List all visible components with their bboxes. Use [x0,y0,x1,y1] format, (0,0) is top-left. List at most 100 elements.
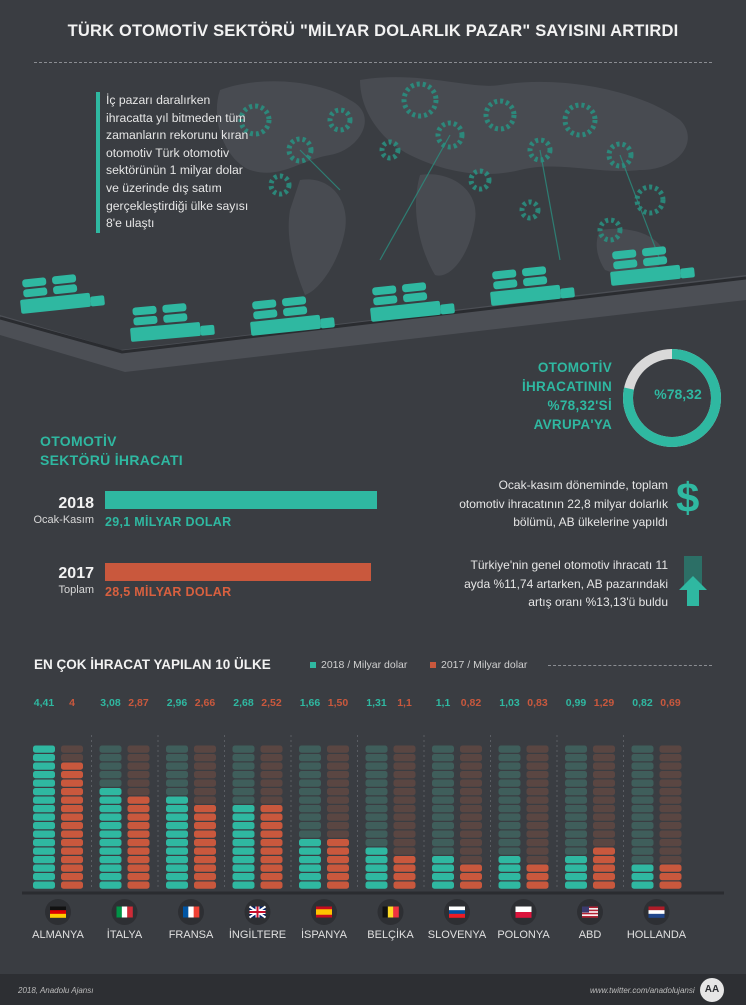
value-label-2017: 1,29 [594,697,615,709]
car-icon [194,881,216,889]
car-icon [393,839,416,847]
netherlands-flag-icon [648,906,665,918]
car-icon [365,881,388,889]
spain-flag-icon [316,906,332,918]
car-icon [498,771,521,779]
value-label-2017: 0,82 [461,697,482,709]
car-icon [166,771,188,779]
export-value-2017: 28,5 MİLYAR DOLAR [105,585,232,599]
car-icon [659,830,682,838]
car-icon [460,771,482,779]
country-label: POLONYA [497,929,550,941]
car-icon [631,788,654,796]
country-label: İSPANYA [301,928,348,941]
car-icon [393,847,416,855]
car-icon [194,839,216,847]
car-icon [299,805,321,813]
usa-flag-icon [582,906,598,918]
car-icon [61,796,83,804]
car-icon [526,873,549,881]
car-icon [232,873,255,881]
car-icon [99,864,122,872]
car-icon [127,805,150,813]
car-icon [260,822,283,830]
country-label: İTALYA [107,928,143,941]
car-icon [526,771,549,779]
car-icon [393,771,416,779]
car-icon [33,847,55,855]
car-icon [232,822,255,830]
car-icon [127,762,150,770]
europe-share-percent: %78,32 [654,386,702,402]
car-icon [432,779,454,787]
car-icon [194,788,216,796]
car-icon [127,779,150,787]
bar-2018 [565,745,587,889]
car-icon [631,856,654,864]
car-icon [460,830,482,838]
car-icon [33,873,55,881]
car-icon [194,771,216,779]
car-icon [432,839,454,847]
car-icon [631,796,654,804]
car-icon [565,830,587,838]
car-icon [460,745,482,753]
car-icon [498,822,521,830]
car-icon [166,830,188,838]
country-label: BELÇİKA [367,928,414,941]
car-icon [127,754,150,762]
car-icon [99,873,122,881]
car-icon [593,762,615,770]
car-icon [498,847,521,855]
car-icon [166,796,188,804]
value-label-2017: 0,83 [527,697,548,709]
car-icon [593,745,615,753]
car-icon [260,762,283,770]
car-icon [432,813,454,821]
car-icon [631,762,654,770]
country-label: FRANSA [169,929,214,941]
car-icon [299,839,321,847]
car-icon [460,796,482,804]
car-icon [260,771,283,779]
france-flag-icon [183,906,200,918]
car-icon [365,796,388,804]
car-icon [393,830,416,838]
car-icon [260,813,283,821]
car-icon [61,873,83,881]
car-icon [99,788,122,796]
car-icon [166,881,188,889]
value-label-2018: 1,1 [436,697,451,709]
export-bar-2017 [105,563,372,581]
car-icon [526,805,549,813]
car-icon [33,762,55,770]
country-label: ABD [579,929,602,941]
dollar-icon: $ [676,474,700,521]
car-icon [166,864,188,872]
car-icon [61,771,83,779]
bar-2018 [498,745,521,889]
car-icon [593,796,615,804]
car-icon [232,779,255,787]
car-icon [194,805,216,813]
car-icon [365,847,388,855]
car-icon [393,779,416,787]
car-icon [127,847,150,855]
car-icon [260,779,283,787]
car-icon [166,745,188,753]
car-icon [565,779,587,787]
car-icon [33,754,55,762]
car-icon [432,873,454,881]
car-icon [127,813,150,821]
car-icon [460,762,482,770]
car-icon [61,822,83,830]
car-icon [460,839,482,847]
car-icon [498,762,521,770]
car-icon [61,830,83,838]
car-icon [232,839,255,847]
value-label-2017: 0,69 [660,697,681,709]
car-icon [99,847,122,855]
car-icon [631,864,654,872]
year-2017-period: Toplam [58,584,94,596]
car-icon [327,830,349,838]
